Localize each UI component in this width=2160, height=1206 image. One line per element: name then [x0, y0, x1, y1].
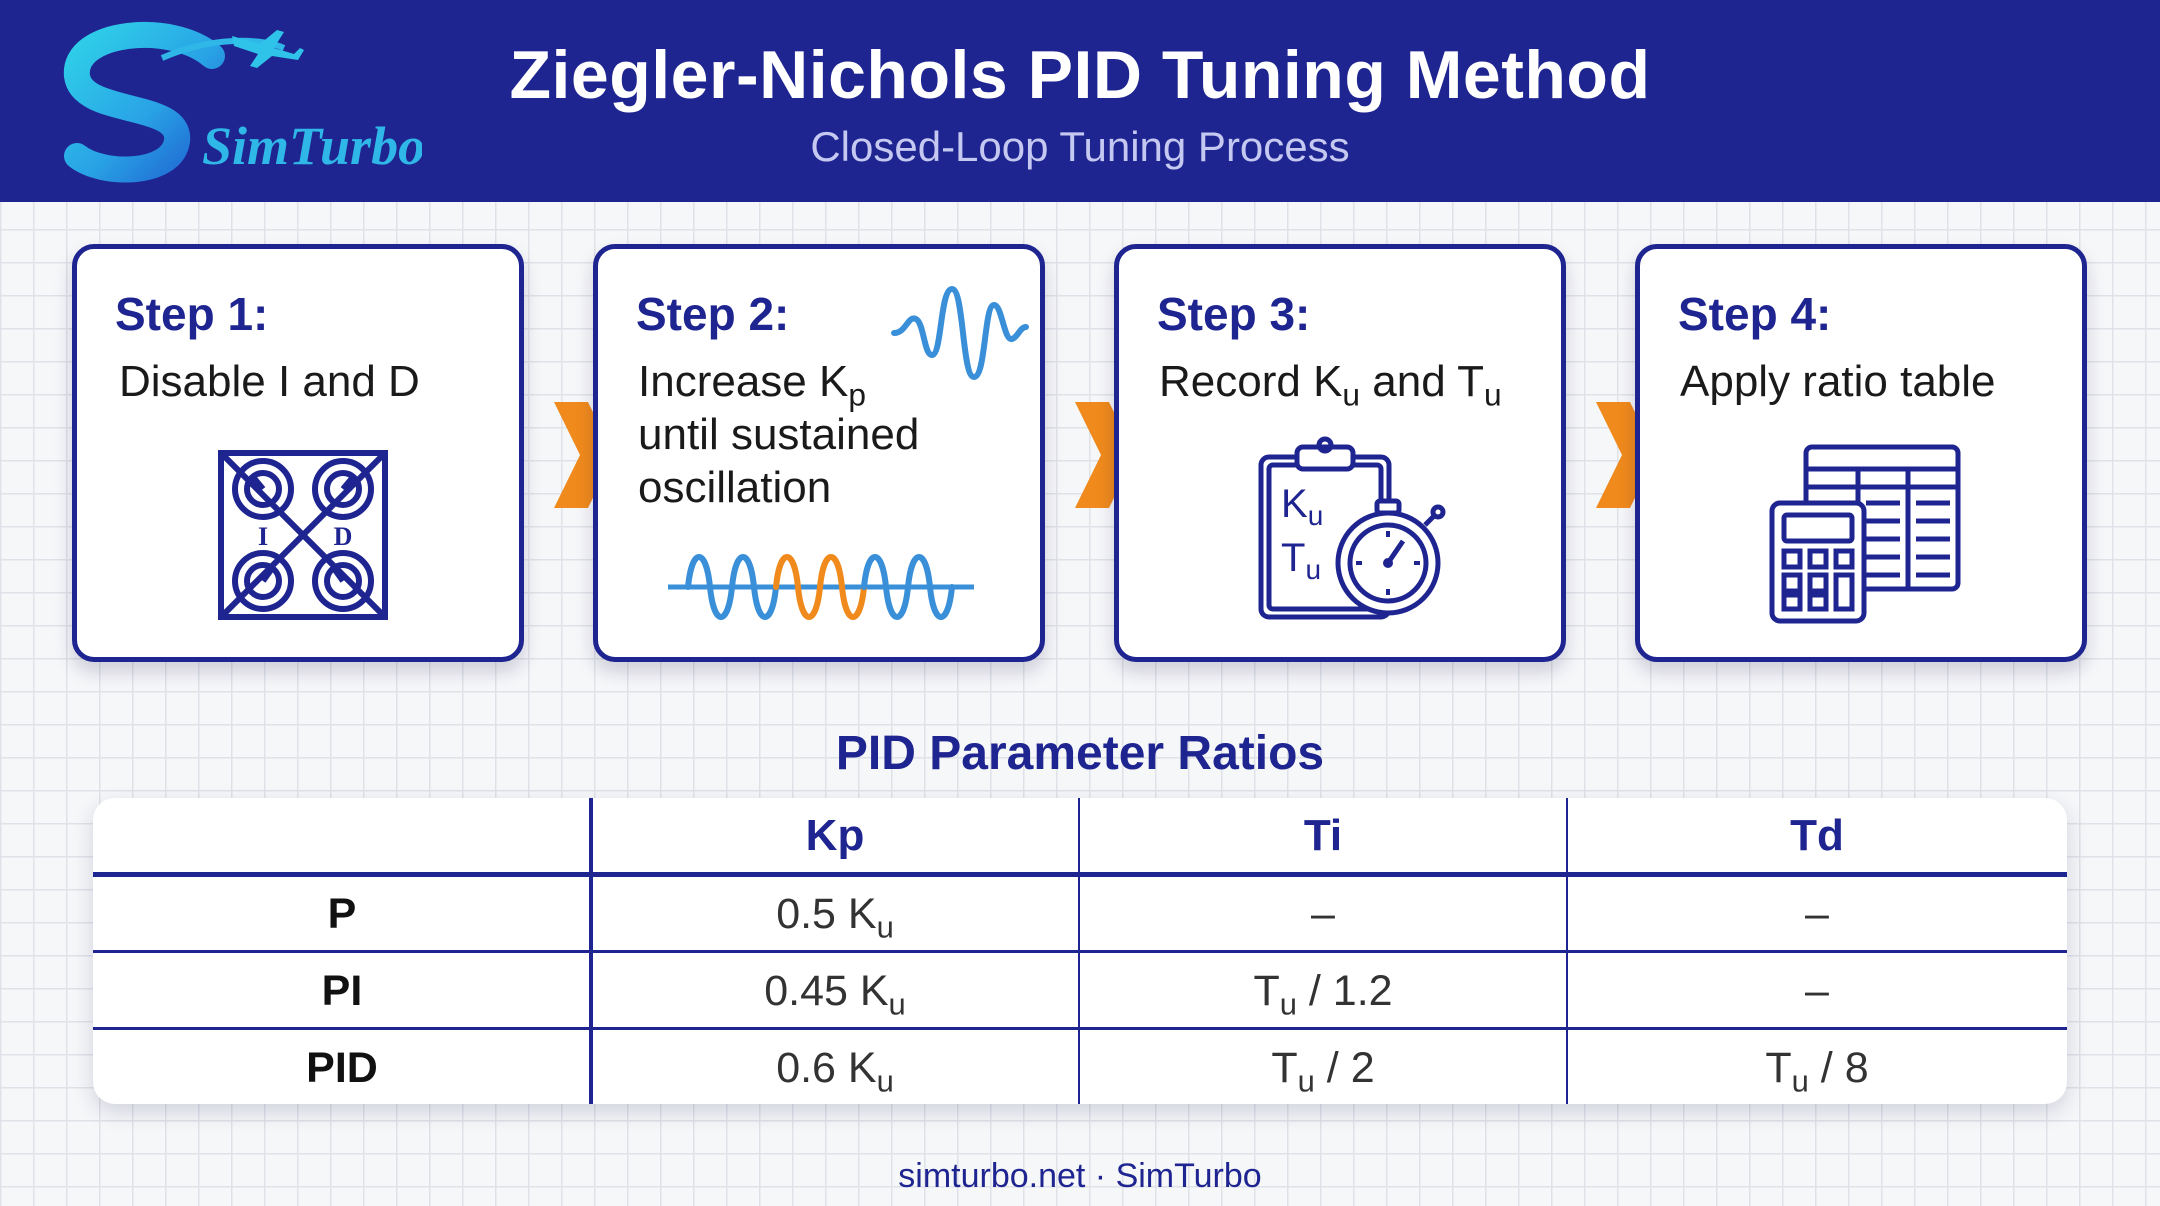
step-title: Step 2: [636, 288, 790, 340]
logo-text: SimTurbo [202, 116, 422, 176]
table-cell: 0.45 Ku [591, 953, 1079, 1029]
column-header-empty [93, 798, 591, 874]
table-cell: 0.6 Ku [591, 1030, 1079, 1106]
table-row-divider [93, 1027, 2067, 1030]
table-column-divider [1566, 798, 1568, 1104]
header: SimTurbo Ziegler-Nichols PID Tuning Meth… [0, 0, 2160, 202]
table-header-divider [93, 872, 2067, 877]
disabled-knobs-icon: I D [218, 450, 388, 620]
cell-value-tail: / 2 [1314, 1044, 1375, 1092]
step-text-sub: u [1484, 376, 1502, 413]
cell-value: 0.45 K [764, 967, 889, 1015]
cell-value-tail: / 1.2 [1296, 967, 1393, 1015]
svg-text:Tu: Tu [1281, 536, 1321, 585]
table-column-divider [589, 798, 593, 1104]
step-text-sub: p [848, 376, 866, 413]
step-text-line: Record K [1159, 357, 1343, 406]
clipboard-label-sub: u [1305, 554, 1321, 585]
step-text-line: Increase K [638, 357, 849, 406]
cell-sub: u [876, 1063, 894, 1099]
step-text-line: and T [1360, 357, 1484, 406]
ratios-table: Kp Ti Td P 0.5 Ku – – PI 0.45 Ku Tu / 1.… [93, 798, 2067, 1104]
page-subtitle: Closed-Loop Tuning Process [810, 123, 1350, 170]
table-cell: – [1805, 890, 1829, 938]
clipboard-label-sub: u [1308, 500, 1324, 531]
step-text: Record Ku and Tu [1159, 355, 1502, 410]
clipboard-label-k: K [1281, 482, 1308, 526]
calculator-table-icon [1769, 444, 1961, 624]
cell-sub: u [1279, 986, 1297, 1022]
simturbo-logo: SimTurbo [63, 21, 422, 183]
step-text: Disable I and D [119, 355, 420, 408]
step-text-line: Disable I and D [119, 357, 420, 406]
table-cell: – [1805, 967, 1829, 1015]
step-card-4: Step 4: Apply ratio table [1635, 244, 2087, 662]
table-cell: Tu / 2 [1079, 1030, 1567, 1106]
cell-sub: u [888, 986, 906, 1022]
step-text-line: Apply ratio table [1680, 357, 1996, 406]
step-text-line: until sustained [638, 410, 920, 459]
step-text: Apply ratio table [1680, 355, 1996, 408]
column-header-td: Td [1790, 811, 1844, 860]
cell-value: 0.6 K [776, 1044, 877, 1092]
footer-credit: simturbo.net · SimTurbo [898, 1157, 1262, 1195]
step-card-2: Step 2: Increase Kp until sustained osci… [593, 244, 1045, 662]
step-text-sub: u [1342, 376, 1361, 413]
step-text-line: oscillation [638, 463, 832, 512]
cell-value: T [1765, 1044, 1792, 1092]
cell-sub: u [1297, 1063, 1315, 1099]
column-header-kp: Kp [805, 811, 865, 860]
step-title: Step 1: [115, 288, 269, 340]
cell-value-tail: / 8 [1808, 1044, 1869, 1092]
clipboard-stopwatch-icon: Ku Tu [1258, 436, 1446, 620]
column-header-ti: Ti [1303, 811, 1343, 860]
step-card-1: Step 1: Disable I and D I D [72, 244, 524, 662]
table-column-divider [1078, 798, 1080, 1104]
table-cell: Tu / 1.2 [1079, 953, 1567, 1029]
table-cell: – [1311, 890, 1335, 938]
row-label-p: P [327, 890, 357, 938]
row-label-pid: PID [306, 1044, 378, 1092]
cell-value: T [1253, 967, 1280, 1015]
step-card-3: Step 3: Record Ku and Tu Ku Tu [1114, 244, 1566, 662]
knob-label-i: I [258, 522, 268, 551]
step-title: Step 3: [1157, 288, 1311, 340]
cell-sub: u [876, 909, 894, 945]
row-label-pi: PI [321, 967, 363, 1015]
table-cell: 0.5 Ku [591, 876, 1079, 952]
step-text: Increase Kp until sustained oscillation [638, 355, 919, 514]
page-title: Ziegler-Nichols PID Tuning Method [509, 37, 1651, 113]
cell-value: T [1271, 1044, 1298, 1092]
cell-value: 0.5 K [776, 890, 877, 938]
table-cell: Tu / 8 [1567, 1030, 2067, 1106]
table-row-divider [93, 950, 2067, 953]
sustained-oscillation-wave-icon [668, 554, 974, 620]
ratios-title: PID Parameter Ratios [835, 727, 1325, 780]
svg-text:Ku: Ku [1281, 482, 1323, 531]
cell-sub: u [1791, 1063, 1809, 1099]
clipboard-label-t: T [1281, 536, 1305, 580]
oscillation-wave-icon [891, 285, 1029, 381]
step-title: Step 4: [1678, 288, 1832, 340]
knob-label-d: D [334, 522, 353, 551]
